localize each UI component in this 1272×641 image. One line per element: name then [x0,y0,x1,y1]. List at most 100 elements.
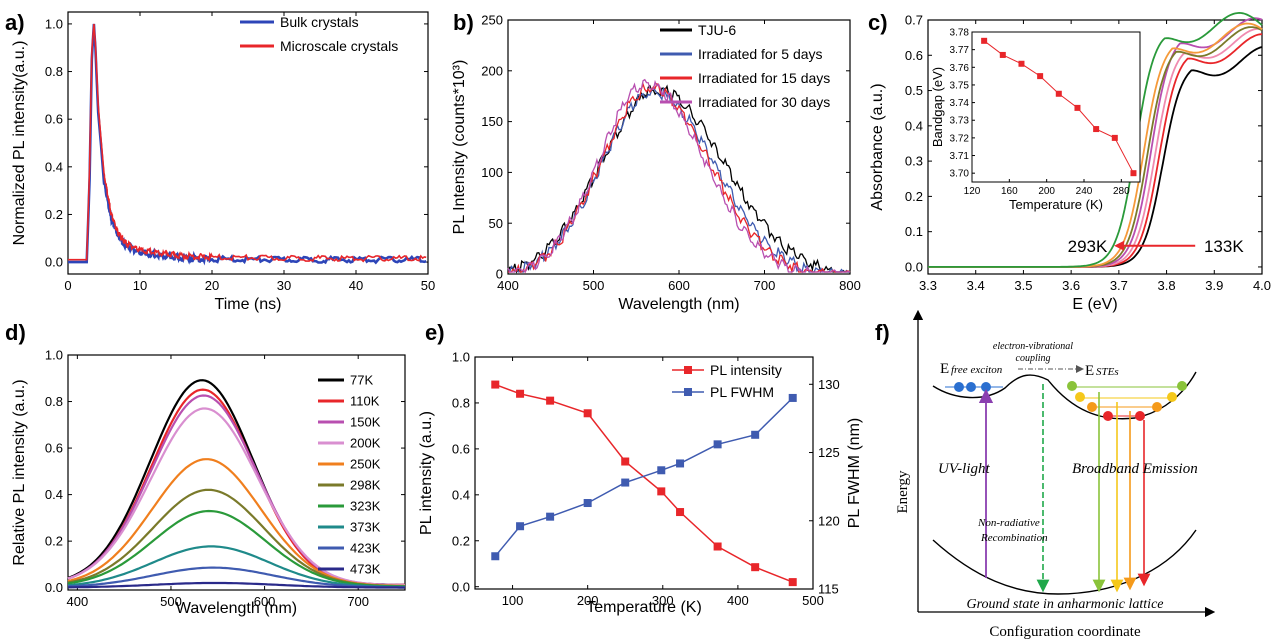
inset-y-tick-label: 3.76 [950,63,970,74]
inset-data-point [1130,170,1137,177]
inset-data-point [1055,90,1062,97]
coupling-line-2: coupling [1016,353,1051,364]
legend-marker [684,366,692,374]
legend-label: 150K [350,415,381,430]
stes-sub: STEs [1096,366,1119,378]
x-tick-label: 100 [502,593,524,608]
x-tick-label: 500 [583,278,605,293]
inset-y-tick-label: 3.77 [950,45,970,56]
series-line-423K [67,566,405,589]
x-tick-label: 3.4 [967,278,985,293]
inset-y-tick-label: 3.70 [950,169,970,180]
legend-label: 250K [350,457,381,472]
plot-b: 400 500 600 700 800 0 50 100 150 200 250 Wavelength… [451,13,861,313]
ste-dot-green [1177,381,1187,391]
x-tick-label: 3.5 [1014,278,1032,293]
inset-x-tick-label: 240 [1076,186,1093,197]
plot-a: 0 10 20 30 40 50 0.0 0.2 0.4 0.6 0.8 1.0 Time (ns) No… [11,11,435,313]
inset-frame [971,31,1141,183]
y-tick-label: 0.5 [905,83,923,98]
broadband-emission-label: Broadband Emission [1072,461,1198,477]
energy-axis-label: Energy [895,470,911,514]
data-point [751,563,760,572]
series-line-PL FWHM [494,397,794,557]
x-tick-label: 600 [668,278,690,293]
plot-frame [927,19,1263,275]
ste-dot-red [1135,411,1145,421]
legend-label: Irradiated for 5 days [698,46,823,62]
inset-data-point [1093,126,1100,133]
data-point [713,440,722,449]
plot-d: 400 500 600 700 0.0 0.2 0.4 0.6 0.8 1.0 Wavelength… [11,348,406,617]
series-line-TJU-6 [507,84,850,274]
panel-label-e: e) [425,320,445,345]
inset-data-point [1018,60,1025,67]
inset-x-tick-label: 280 [1113,186,1130,197]
data-point [676,508,685,517]
inset-data-point [999,51,1006,58]
x-tick-label: 3.7 [1110,278,1128,293]
y-tick-label: 1.0 [452,350,470,365]
plot-c: 3.3 3.4 3.5 3.6 3.7 3.8 3.9 4.0 0.0 0.1 0.2 0.3 0.4 0… [869,11,1271,313]
data-point [751,430,760,439]
x-tick-label: 4.0 [1253,278,1271,293]
legend-marker [684,388,692,396]
x-axis-label: Temperature (K) [586,599,702,616]
data-point [657,466,666,475]
legend-label: 423K [350,541,381,556]
inset-y-tick-label: 3.73 [950,116,970,127]
y-tick-label: 150 [481,114,503,129]
panel-label-c: c) [868,10,888,35]
y-tick-label: 0.0 [905,259,923,274]
y-tick-label: 0.2 [452,533,470,548]
inset-y-tick-label: 3.74 [950,98,970,109]
free-exciton-dot [954,382,964,392]
legend-label: Irradiated for 30 days [698,94,830,110]
x-tick-label: 200 [577,593,599,608]
inset-data-point [1074,104,1081,111]
y-tick-label: 1.0 [45,16,63,31]
temperature-shift-arrowhead [1114,240,1125,251]
nonradiative-label-1: Non-radiative [977,517,1040,529]
plot-e: 100 200 300 400 500 0.0 0.2 0.4 0.6 0.8 1.0 Tempera… [418,350,863,616]
y-tick-label: 0.1 [905,224,923,239]
data-point [676,459,685,468]
x-tick-label: 400 [497,278,519,293]
free-exciton-dot [966,382,976,392]
data-point [621,478,630,487]
series-line-Microscale crystals [68,23,427,263]
inset-x-tick-label: 120 [964,186,981,197]
inset-y-axis-label: Bandgap (eV) [930,67,945,147]
data-point [713,542,722,551]
x-tick-label: 3.8 [1158,278,1176,293]
panel-label-f: f) [875,320,890,345]
data-point [788,393,797,402]
x-tick-label: 10 [133,278,147,293]
inset-x-tick-label: 160 [1001,186,1018,197]
y-tick-label: 0.2 [45,534,63,549]
ground-state-curve [932,529,1197,595]
panel-f: f) Energy Configuration coordinate E fre… [875,309,1216,640]
legend-label: 323K [350,499,381,514]
series-line-473K [68,581,405,589]
ste-dot-yellow [1167,392,1177,402]
ground-state-label: Ground state in anharmonic lattice [966,597,1163,612]
y-axis-label: Normalized PL intensity(a.u.) [11,41,28,246]
configuration-axis-label: Configuration coordinate [989,624,1141,640]
free-exciton-sub: free exciton [951,364,1003,376]
y-tick-label: 0.8 [45,394,63,409]
series-line-293K [928,11,1263,268]
nonradiative-label-2: Recombination [980,532,1048,544]
ste-dot-yellow [1075,392,1085,402]
y-right-tick-label: 125 [818,445,840,460]
inset-data-point [981,37,988,44]
annotation-293k: 293K [1068,237,1108,256]
x-axis-label: Time (ns) [215,296,282,313]
x-tick-label: 500 [802,593,824,608]
x-tick-label: 30 [277,278,291,293]
panel-a: a) 0 10 20 30 40 50 0.0 0.2 0.4 0.6 0.8 1.0 Time (ns… [5,10,435,313]
y-tick-label: 250 [481,13,503,28]
x-tick-label: 0 [64,278,71,293]
legend-label: Microscale crystals [280,38,398,54]
